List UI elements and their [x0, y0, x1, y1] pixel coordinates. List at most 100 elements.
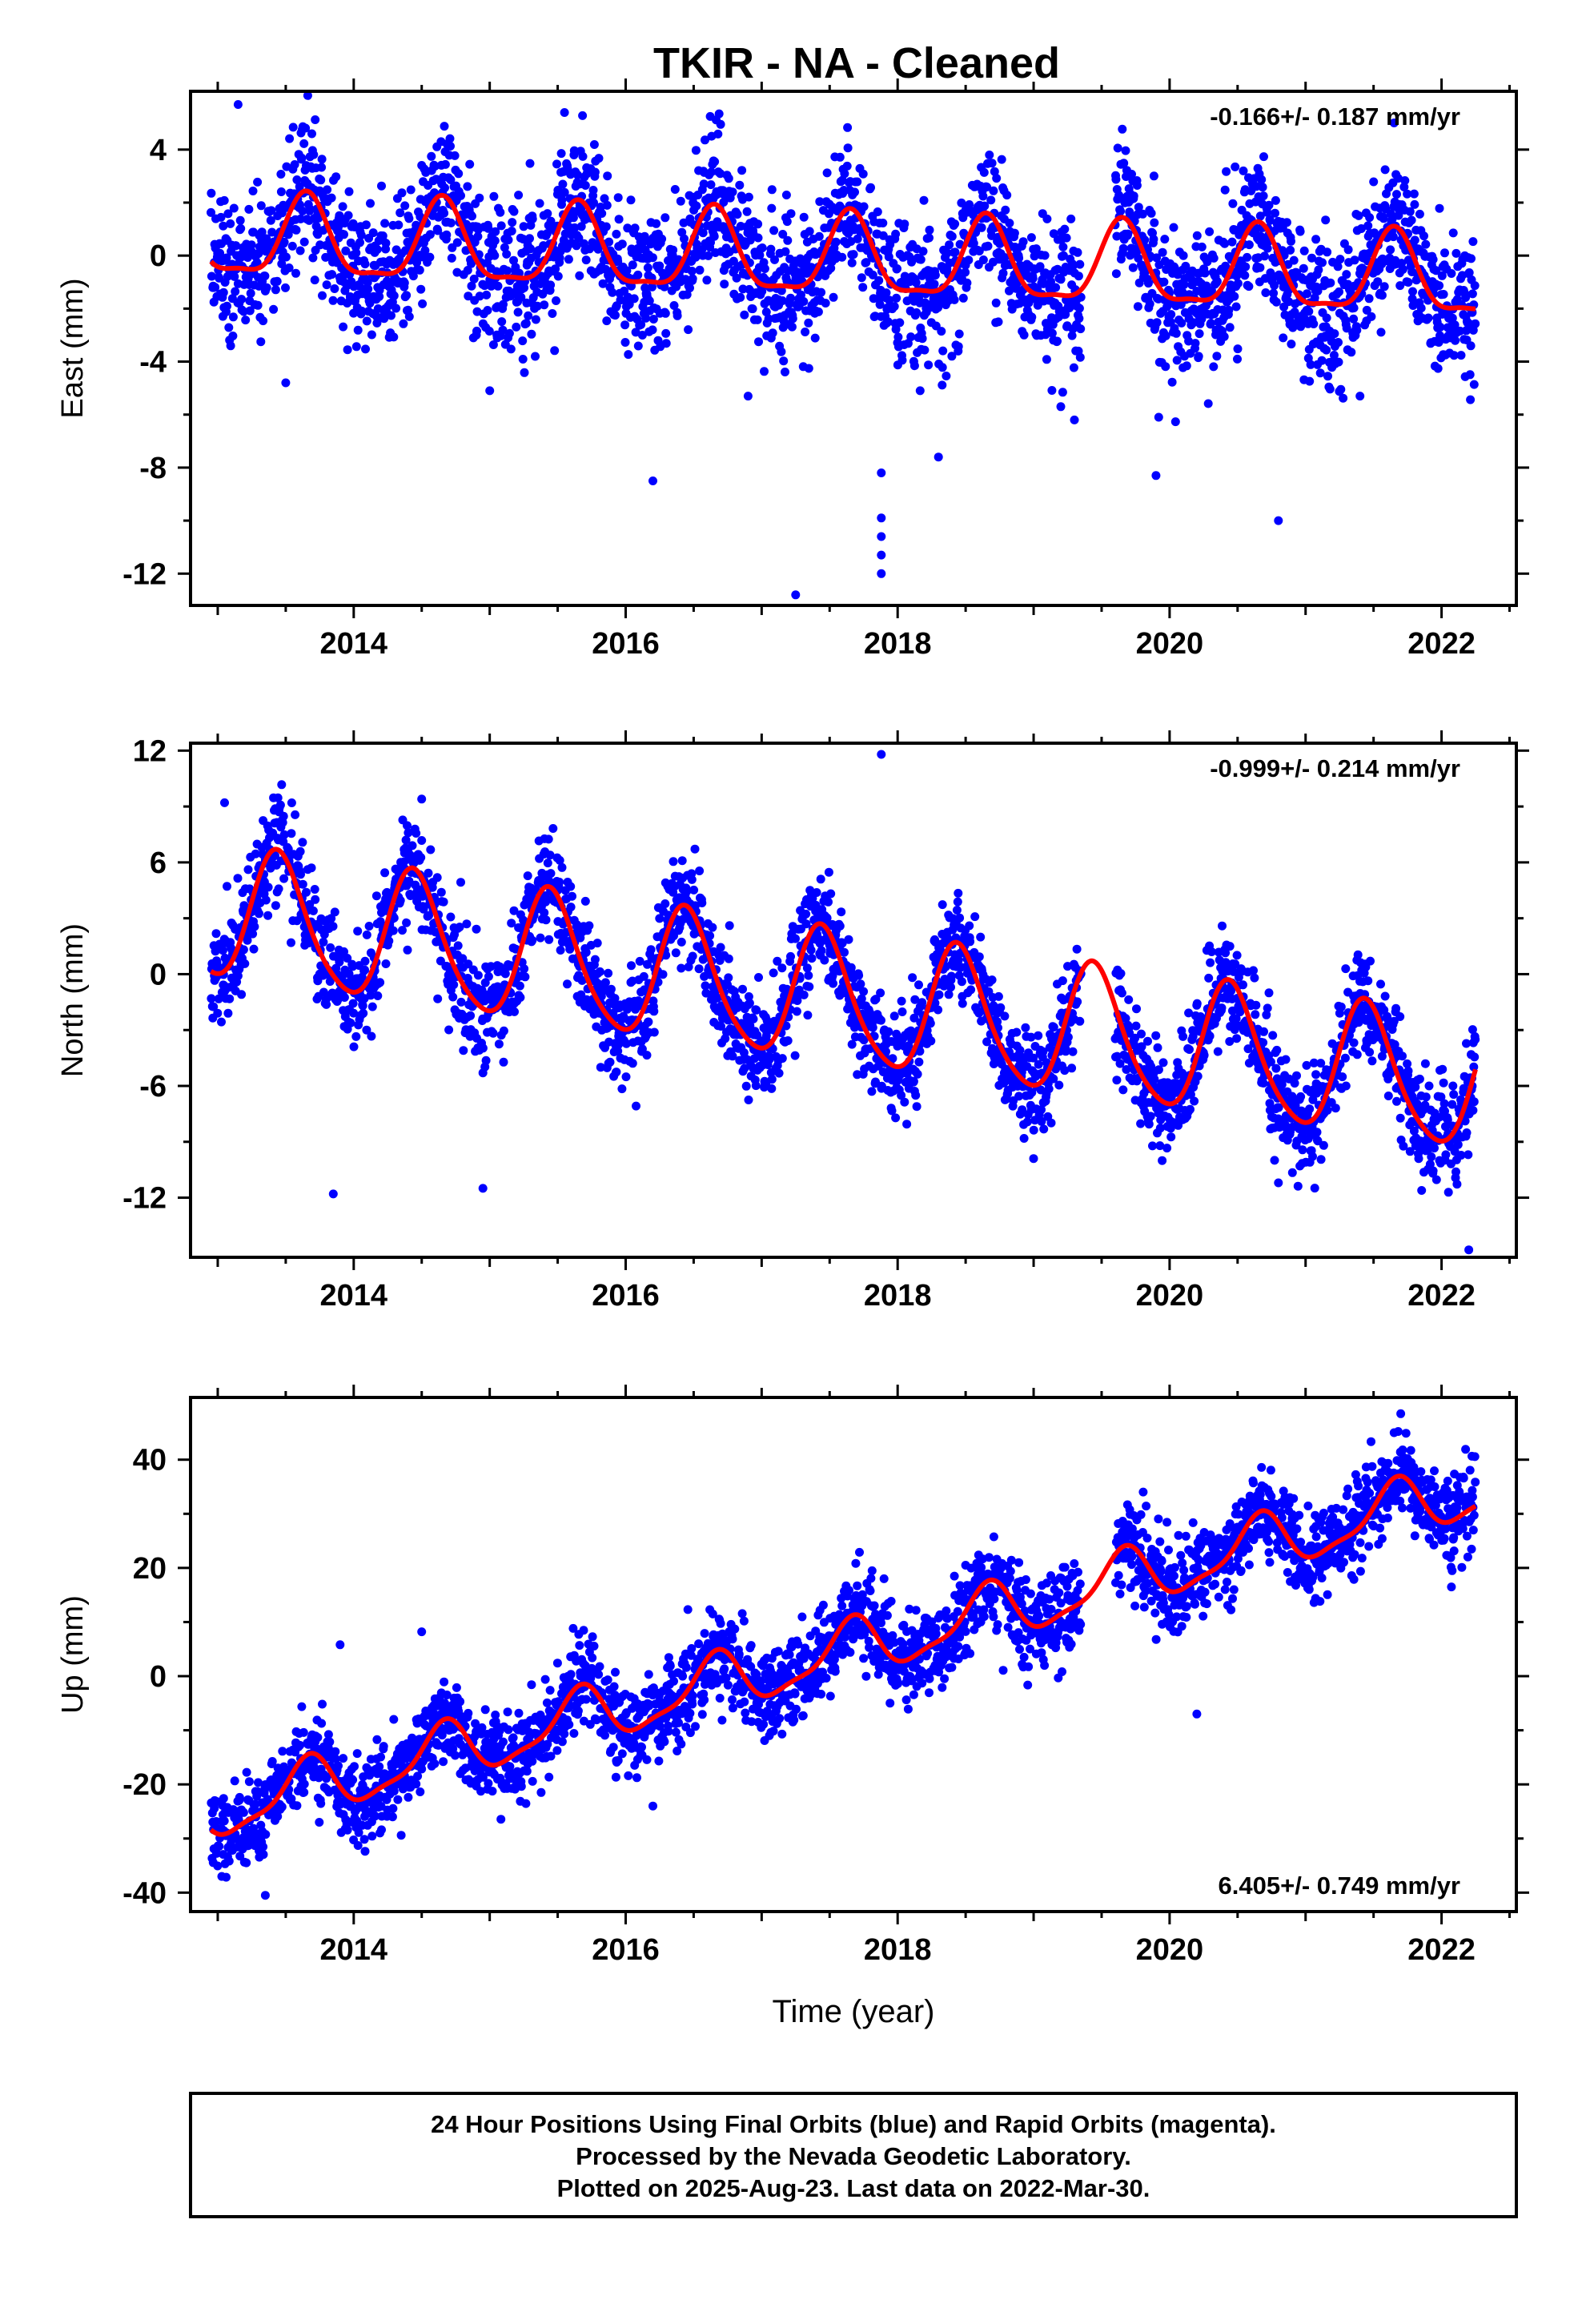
- east-point: [1030, 251, 1039, 261]
- east-point: [454, 169, 464, 179]
- east-point: [1295, 227, 1305, 236]
- east-point: [509, 207, 519, 216]
- east-point: [1403, 278, 1413, 287]
- east-point: [317, 163, 327, 172]
- north-point: [298, 879, 307, 889]
- north-point: [500, 969, 510, 979]
- north-point: [952, 906, 962, 915]
- north-point: [816, 875, 825, 884]
- east-point: [1149, 235, 1158, 244]
- east-point: [560, 187, 569, 197]
- east-point: [1224, 305, 1234, 315]
- east-point: [930, 279, 939, 289]
- east-point: [1364, 294, 1374, 304]
- east-point: [519, 235, 528, 244]
- east-point: [641, 313, 651, 323]
- east-x-tick-label: 2022: [1407, 627, 1476, 661]
- east-point: [1379, 282, 1389, 292]
- east-point: [1318, 258, 1327, 267]
- east-point: [695, 265, 705, 275]
- east-point: [626, 195, 636, 205]
- east-point: [472, 326, 481, 336]
- east-point: [778, 230, 788, 239]
- east-point: [699, 179, 709, 189]
- east-point: [748, 304, 757, 314]
- east-point: [378, 231, 387, 240]
- east-point: [1287, 340, 1296, 349]
- north-point: [829, 979, 837, 988]
- north-point: [446, 912, 456, 922]
- east-point: [684, 325, 693, 335]
- east-y-axis-label: East (mm): [56, 278, 90, 418]
- east-point: [1306, 360, 1315, 369]
- north-point: [432, 873, 442, 883]
- east-point: [356, 231, 366, 240]
- east-point: [555, 253, 564, 263]
- east-point: [433, 226, 443, 235]
- east-point: [846, 237, 856, 246]
- east-point: [1219, 332, 1229, 341]
- east-point: [801, 328, 810, 336]
- north-point: [745, 999, 754, 1008]
- east-point: [365, 299, 375, 308]
- east-point: [1152, 253, 1162, 263]
- north-point: [543, 858, 552, 868]
- east-point: [1435, 323, 1445, 332]
- east-point: [1261, 288, 1271, 297]
- east-point: [979, 167, 989, 177]
- east-point: [1005, 286, 1014, 296]
- north-point: [408, 841, 417, 850]
- east-point: [509, 255, 518, 265]
- north-plot-area: [207, 750, 1480, 1255]
- east-point: [883, 317, 893, 327]
- east-point: [1018, 237, 1028, 247]
- east-point: [1244, 282, 1254, 292]
- east-point: [1349, 304, 1359, 312]
- east-point: [575, 271, 584, 280]
- east-point: [581, 255, 591, 265]
- east-point: [602, 316, 612, 326]
- east-point: [691, 252, 701, 262]
- east-point: [1380, 165, 1390, 175]
- north-point: [263, 911, 273, 920]
- east-point: [810, 333, 820, 343]
- north-point: [801, 909, 811, 919]
- east-point: [1395, 281, 1405, 291]
- east-point: [891, 229, 901, 239]
- east-point: [938, 346, 948, 356]
- east-point: [464, 292, 473, 301]
- east-point: [1336, 384, 1346, 394]
- east-point: [1002, 191, 1012, 200]
- east-point: [1389, 119, 1399, 127]
- north-point: [584, 921, 594, 931]
- east-point: [353, 325, 363, 335]
- east-point: [1178, 251, 1188, 260]
- north-point: [384, 936, 394, 946]
- east-point: [512, 322, 521, 332]
- east-point: [753, 315, 762, 324]
- east-point: [1127, 170, 1136, 179]
- east-point: [1329, 351, 1339, 360]
- east-point: [1182, 361, 1191, 371]
- north-point: [799, 990, 809, 999]
- east-point: [1447, 313, 1457, 323]
- east-point: [622, 266, 632, 275]
- north-point: [1012, 1027, 1022, 1037]
- north-point: [786, 951, 795, 961]
- east-point: [341, 246, 351, 255]
- east-point: [1197, 242, 1207, 251]
- east-point: [1241, 262, 1251, 271]
- east-point: [1227, 237, 1237, 247]
- east-point: [868, 270, 877, 279]
- east-point: [1068, 261, 1078, 271]
- east-point: [788, 314, 797, 324]
- east-point: [362, 316, 371, 326]
- east-point: [1225, 323, 1235, 332]
- east-point: [1264, 200, 1274, 210]
- east-point: [568, 213, 578, 223]
- east-point: [1191, 339, 1200, 348]
- east-point: [440, 183, 449, 193]
- east-point: [787, 322, 797, 332]
- north-point: [436, 887, 446, 897]
